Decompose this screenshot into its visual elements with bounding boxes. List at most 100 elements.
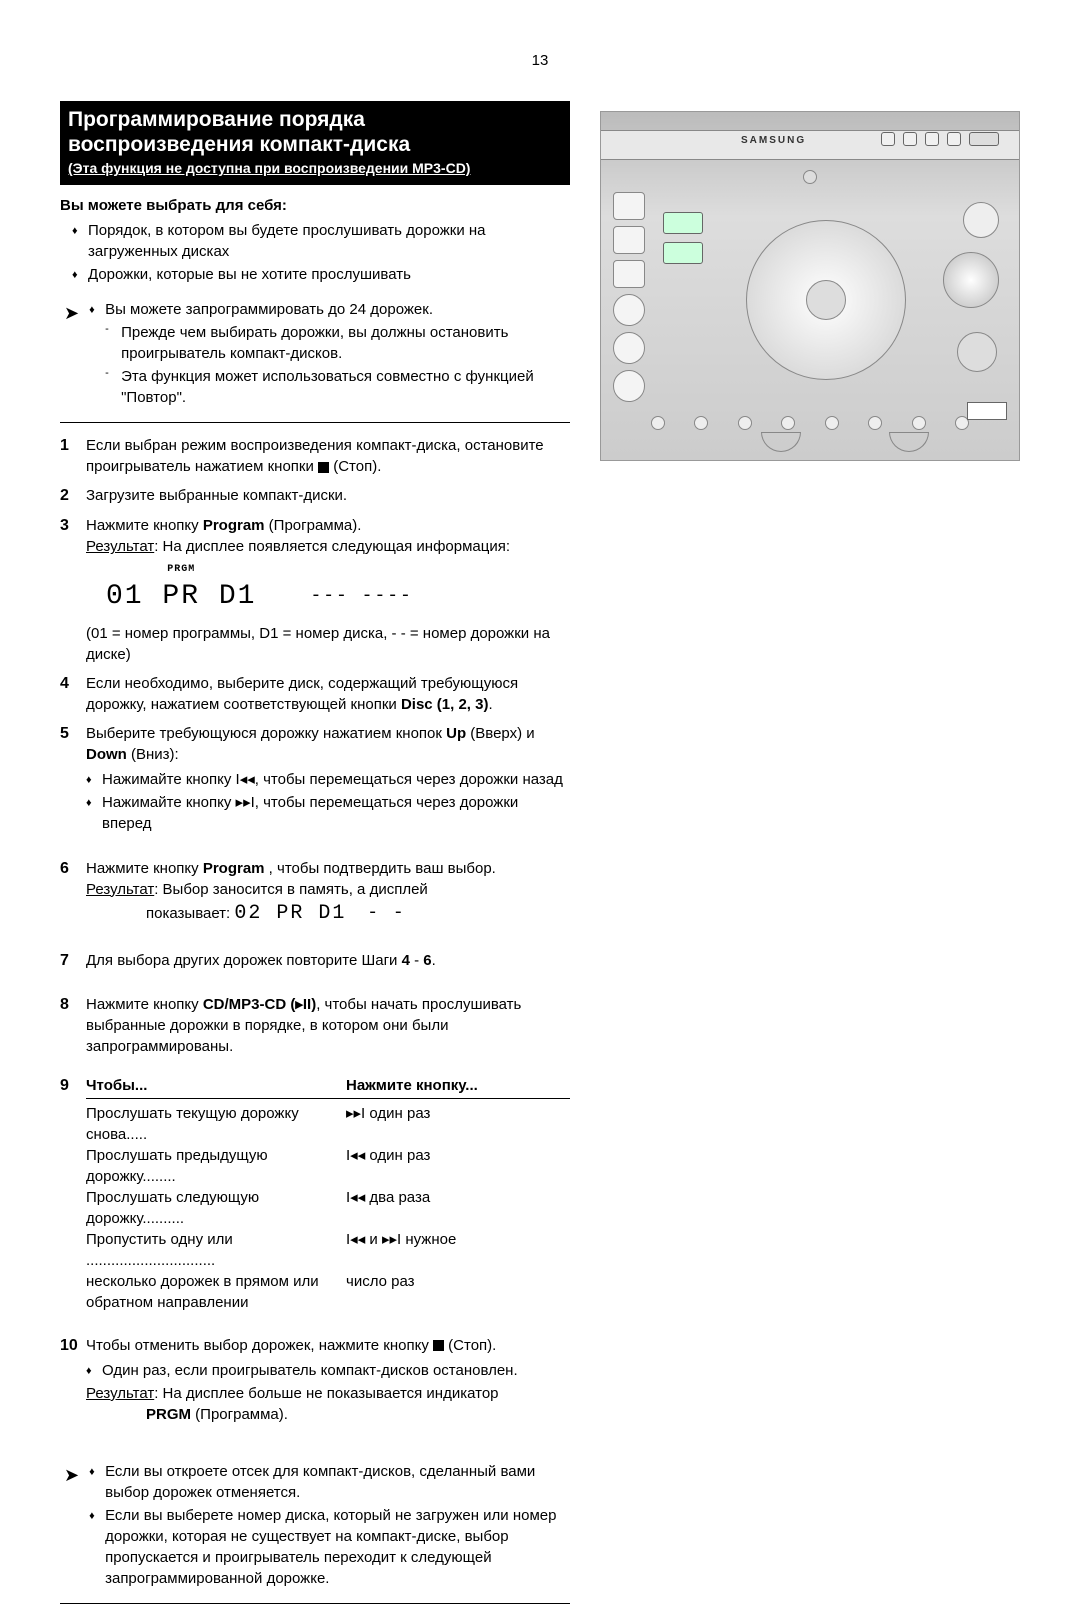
step-text-bold: Up — [446, 725, 466, 742]
step-3: 3 Нажмите кнопку Program (Программа). Ре… — [60, 515, 570, 664]
display-segment: 02 PR D1 — [234, 900, 346, 928]
step-text: . — [432, 952, 436, 969]
note-block: ➤ Вы можете запрограммировать до 24 доро… — [60, 299, 570, 410]
steps: 1 Если выбран режим воспроизведения комп… — [60, 435, 570, 1425]
step-text: (Стоп). — [329, 458, 381, 475]
step-text: Нажмите кнопку — [86, 860, 203, 877]
device-bottom-row — [651, 416, 969, 430]
step-body: Нажмите кнопку CD/MP3-CD (▸II), чтобы на… — [86, 994, 570, 1057]
device-button — [903, 132, 917, 146]
device-control — [912, 416, 926, 430]
shows-label: показывает: — [146, 905, 230, 922]
sublist-item: Нажимайте кнопку I◂◂, чтобы перемещаться… — [86, 769, 570, 790]
step-number: 3 — [60, 515, 86, 664]
step-text: (Программа). — [265, 517, 362, 534]
table-cell-right: I◂◂ два раза — [346, 1187, 570, 1229]
result-text: : На дисплее появляется следующая информ… — [154, 538, 510, 555]
step-text: . — [488, 696, 492, 713]
table-row: Пропустить одну или ....................… — [86, 1229, 570, 1271]
table-row: несколько дорожек в прямом иличисло раз — [86, 1271, 570, 1292]
table-cell-right: I◂◂ один раз — [346, 1145, 570, 1187]
step-text-bold: Disc (1, 2, 3) — [401, 696, 489, 713]
step-body: Если выбран режим воспроизведения компак… — [86, 435, 570, 477]
device-label — [967, 402, 1007, 420]
step-text: Нажмите кнопку — [86, 517, 203, 534]
step-7: 7 Для выбора других дорожек повторите Ша… — [60, 950, 570, 972]
table-cell-left: несколько дорожек в прямом или — [86, 1271, 346, 1292]
result-label: Результат — [86, 538, 154, 555]
device-control — [781, 416, 795, 430]
step-text: Если выбран режим воспроизведения компак… — [86, 437, 544, 475]
intro-bullet: Дорожки, которые вы не хотите прослушива… — [88, 264, 570, 285]
table-cell-left: Прослушать следующую дорожку.......... — [86, 1187, 346, 1229]
device-lcd — [663, 242, 703, 264]
table-header: Чтобы... Нажмите кнопку... — [86, 1075, 570, 1099]
separator — [60, 422, 570, 423]
device-control — [738, 416, 752, 430]
display-segment: 01 PR D1 — [106, 577, 256, 616]
title-line-2: воспроизведения компакт-диска — [68, 132, 562, 157]
step-number: 4 — [60, 673, 86, 715]
step-2: 2 Загрузите выбранные компакт-диски. — [60, 485, 570, 507]
step-10-sublist: Один раз, если проигрыватель компакт-дис… — [86, 1360, 570, 1381]
title-block: Программирование порядка воспроизведения… — [60, 101, 570, 185]
device-button — [947, 132, 961, 146]
step-text: (Вниз): — [127, 746, 179, 763]
intro-heading: Вы можете выбрать для себя: — [60, 195, 570, 216]
step-text: Выберите требующуюся дорожку нажатием кн… — [86, 725, 446, 742]
step-text-bold: 4 — [402, 952, 410, 969]
device-top-buttons — [881, 132, 999, 146]
result-text: : Выбор заносится в память, а дисплей — [154, 881, 428, 898]
right-column: SAMSUNG — [600, 101, 1020, 1616]
step-1: 1 Если выбран режим воспроизведения комп… — [60, 435, 570, 477]
device-side-button — [613, 260, 645, 288]
step-body: Нажмите кнопку Program , чтобы подтверди… — [86, 858, 570, 928]
display-dashes: --- ---- — [310, 584, 412, 609]
device-button — [925, 132, 939, 146]
step-text-bold: Down — [86, 746, 127, 763]
table-header-left: Чтобы... — [86, 1075, 346, 1096]
table-cell-left: Пропустить одну или ....................… — [86, 1229, 346, 1271]
stop-icon — [433, 1340, 444, 1351]
step-body: Загрузите выбранные компакт-диски. — [86, 485, 570, 507]
step-body: Чтобы... Нажмите кнопку... Прослушать те… — [86, 1075, 570, 1313]
step-text: (Вверх) и — [466, 725, 535, 742]
device-corner-wheel — [963, 202, 999, 238]
step-10: 10 Чтобы отменить выбор дорожек, нажмите… — [60, 1335, 570, 1425]
note-item: Вы можете запрограммировать до 24 дороже… — [89, 299, 570, 320]
step-4: 4 Если необходимо, выберите диск, содерж… — [60, 673, 570, 715]
device-volume-left — [761, 432, 801, 452]
table-cell-right: ▸▸I один раз — [346, 1103, 570, 1145]
left-column: Программирование порядка воспроизведения… — [60, 101, 570, 1616]
device-control — [825, 416, 839, 430]
step-text: Нажмите кнопку — [86, 996, 203, 1013]
table-row: Прослушать текущую дорожку снова.....▸▸I… — [86, 1103, 570, 1145]
step-9: 9 Чтобы... Нажмите кнопку... Прослушать … — [60, 1075, 570, 1313]
arrow-icon: ➤ — [64, 301, 79, 410]
step-text: Для выбора других дорожек повторите Шаги — [86, 952, 402, 969]
device-illustration: SAMSUNG — [600, 111, 1020, 461]
device-control — [651, 416, 665, 430]
final-note-list: Если вы откроете отсек для компакт-диско… — [89, 1461, 570, 1591]
final-note-item: Если вы выберете номер диска, который не… — [89, 1505, 570, 1589]
device-side-circle — [613, 294, 645, 326]
device-button — [881, 132, 895, 146]
step-number: 5 — [60, 723, 86, 836]
device-right-knob — [957, 332, 997, 372]
content-wrap: Программирование порядка воспроизведения… — [60, 101, 1020, 1616]
step-5: 5 Выберите требующуюся дорожку нажатием … — [60, 723, 570, 836]
intro-bullet: Порядок, в котором вы будете прослушиват… — [88, 220, 570, 262]
table-cell-right — [346, 1292, 570, 1313]
step-number: 2 — [60, 485, 86, 507]
device-lcd — [663, 212, 703, 234]
step-text-bold: 6 — [423, 952, 431, 969]
device-side-circle — [613, 370, 645, 402]
step-number: 1 — [60, 435, 86, 477]
title-subtitle: (Эта функция не доступна при воспроизвед… — [68, 159, 562, 179]
final-note-block: ➤ Если вы откроете отсек для компакт-дис… — [60, 1461, 570, 1591]
device-cd-center — [806, 280, 846, 320]
table-row: Прослушать предыдущую дорожку........I◂◂… — [86, 1145, 570, 1187]
step-text-bold: CD/MP3-CD (▸II) — [203, 996, 316, 1013]
table-row: обратном направлении — [86, 1292, 570, 1313]
step-8: 8 Нажмите кнопку CD/MP3-CD (▸II), чтобы … — [60, 994, 570, 1057]
